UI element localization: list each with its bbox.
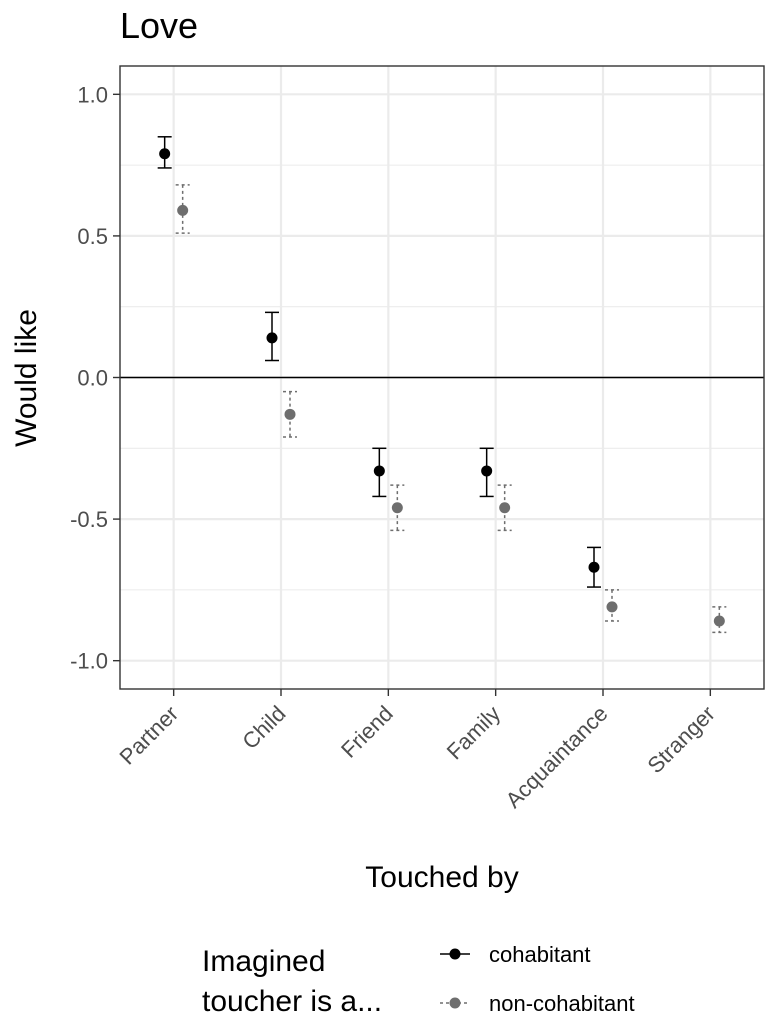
data-point (391, 502, 403, 514)
data-point (177, 204, 189, 216)
legend-label: non-cohabitant (489, 991, 635, 1016)
chart-title: Love (120, 5, 198, 46)
x-tick-label: Partner (115, 701, 184, 770)
data-point (499, 502, 511, 514)
legend-title: Imagined toucher is a... (202, 945, 382, 1018)
data-point (588, 561, 600, 573)
x-tick-label: Family (442, 701, 505, 764)
data-point (266, 332, 278, 344)
x-tick-label: Child (237, 701, 290, 754)
y-axis-title: Would like (10, 309, 43, 447)
x-tick-label: Acquaintance (501, 701, 613, 813)
legend-title-line-1: Imagined (202, 945, 325, 978)
y-tick-label: 0.0 (77, 366, 108, 391)
data-point (284, 408, 296, 420)
legend-key-point (449, 997, 461, 1009)
data-point (373, 465, 385, 477)
y-tick-label: 0.5 (77, 224, 108, 249)
x-tick-label: Stranger (643, 701, 720, 778)
legend-key-point (449, 948, 461, 960)
y-tick-label: -0.5 (70, 507, 108, 532)
y-tick-label: -1.0 (70, 649, 108, 674)
data-point (159, 148, 171, 160)
data-point (713, 615, 725, 627)
legend-items: cohabitant non-cohabitant (440, 942, 635, 1016)
x-axis-title: Touched by (365, 861, 518, 894)
x-tick-label: Friend (336, 701, 398, 763)
legend-title-line-2: toucher is a... (202, 985, 382, 1018)
legend: Imagined toucher is a... cohabitant non-c… (202, 942, 635, 1018)
data-point (606, 601, 618, 613)
data-point (481, 465, 493, 477)
y-tick-label: 1.0 (77, 82, 108, 107)
legend-label: cohabitant (489, 942, 591, 967)
marks-layer (157, 136, 727, 634)
